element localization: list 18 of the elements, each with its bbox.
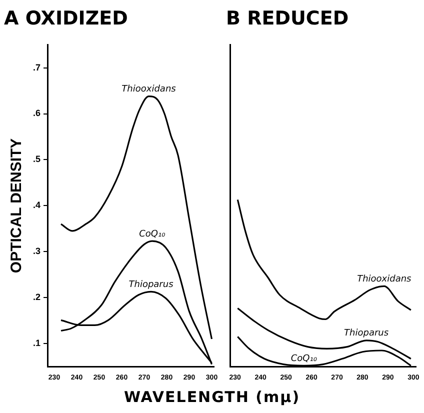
y-tick-label: .4 [32,200,41,210]
x-axis-title: WAVELENGTH (mμ) [122,388,302,406]
y-tick-label: .3 [32,246,41,256]
chart-title: B REDUCED [226,7,349,30]
y-tick-label: .6 [32,108,41,118]
series-label: Thiooxidans [122,84,176,95]
series-label: CoQ₁₀ [139,229,166,240]
series-label: Thiooxidans [357,274,412,284]
series-label: CoQ₁₀ [290,354,318,364]
y-axis-title: OPTICAL DENSITY [8,138,26,274]
series-label: Thioparus [128,280,174,290]
chart-title: A OXIDIZED [4,7,128,30]
y-tick-label: .5 [32,154,41,164]
y-tick-label: .2 [32,292,41,302]
series-label: Thioparus [344,328,389,339]
line-series [60,95,213,340]
y-tick-label: .7 [32,62,41,72]
y-tick-label: .1 [32,338,41,348]
